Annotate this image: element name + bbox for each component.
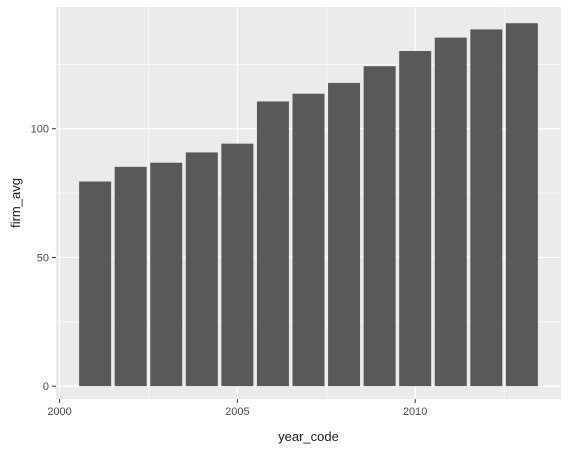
bar-2008 (328, 82, 361, 387)
y-tick-labels: 0 50 100 (31, 124, 49, 393)
bar-2003 (150, 162, 183, 387)
x-axis-title: year_code (278, 429, 339, 444)
y-tick-label: 0 (43, 381, 49, 393)
bar-2006 (256, 101, 289, 387)
y-tick-label: 50 (37, 252, 49, 264)
bar-2010 (399, 51, 432, 387)
bar-2012 (470, 29, 503, 387)
bar-2007 (292, 93, 325, 387)
axis-ticks (52, 128, 416, 403)
bar-2002 (114, 166, 147, 387)
bar-2011 (434, 37, 467, 387)
x-tick-labels: 2000 2005 2010 (47, 406, 427, 418)
bar-2001 (79, 181, 112, 387)
bar-2013 (505, 23, 538, 387)
bar-2005 (221, 143, 254, 387)
y-tick-label: 100 (31, 124, 49, 136)
x-tick-label: 2000 (47, 406, 71, 418)
bar-2009 (363, 66, 396, 387)
bars (79, 23, 538, 387)
x-tick-label: 2005 (225, 406, 249, 418)
x-tick-label: 2010 (403, 406, 427, 418)
y-axis-title: firm_avg (8, 178, 23, 228)
bar-2004 (185, 152, 218, 387)
